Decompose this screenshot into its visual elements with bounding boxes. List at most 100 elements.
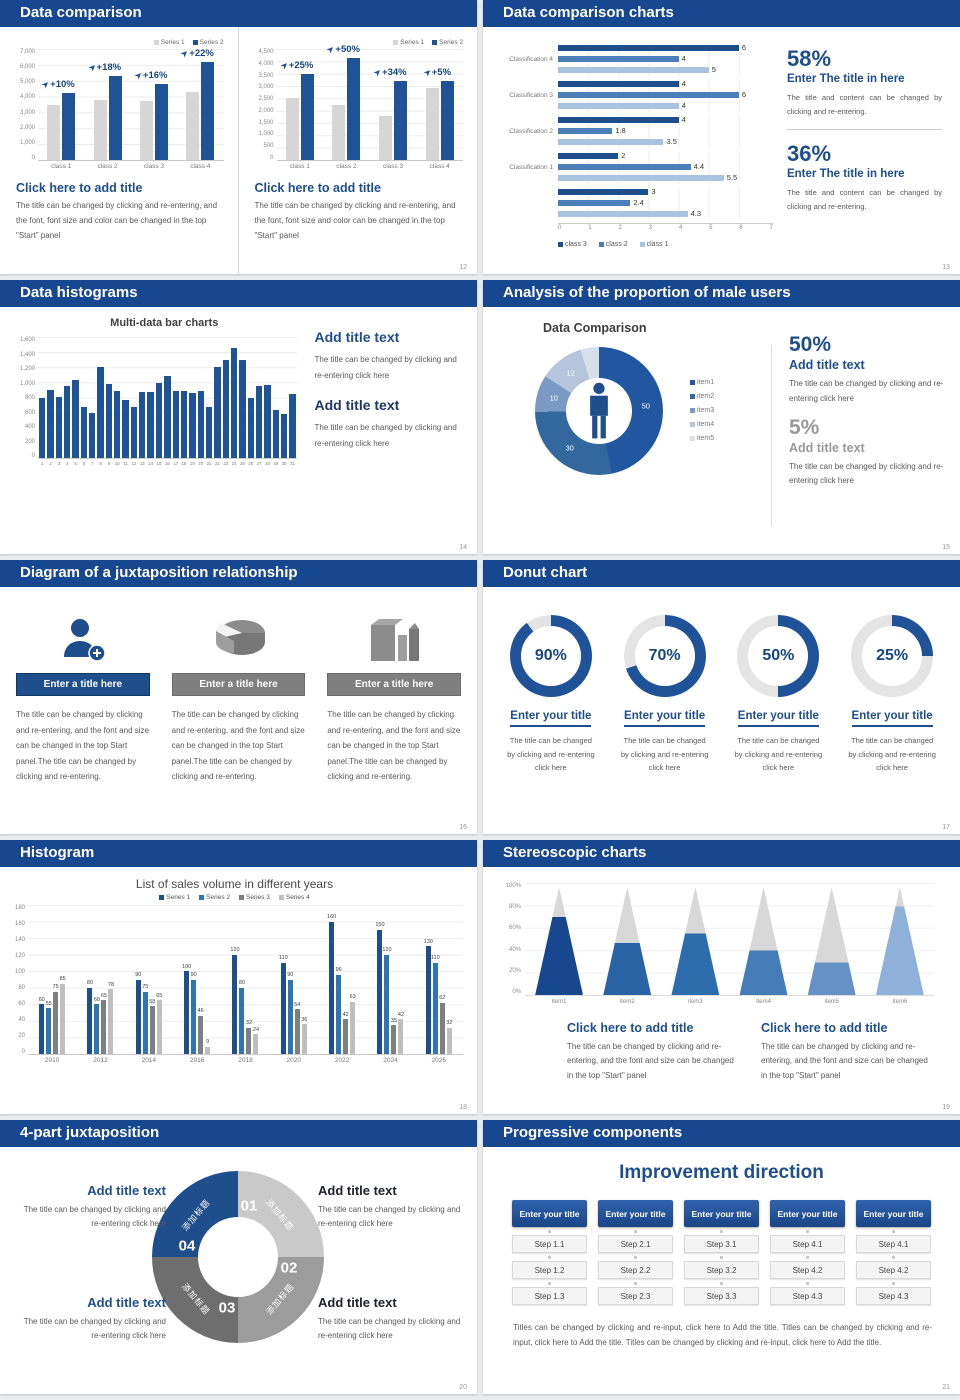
percent-label: ➤+10% <box>40 79 75 91</box>
column-header[interactable]: Enter your title <box>770 1200 845 1227</box>
title-bar[interactable]: Enter a title here <box>171 673 306 696</box>
add-title-body: The title can be changed by clicking and… <box>314 355 457 380</box>
y-tick: 0 <box>31 453 35 459</box>
bar-column: 75 <box>53 905 59 1054</box>
bar-row: 4 <box>558 54 769 63</box>
donut-item: 50% Enter your title The title can be chan… <box>727 615 831 775</box>
bar-row: 4 <box>558 115 769 124</box>
legend-swatch <box>690 394 695 399</box>
bar-column: 120 <box>230 905 240 1054</box>
column-header[interactable]: Enter your title <box>856 1200 931 1227</box>
bar-series1 <box>285 98 299 160</box>
title-bar[interactable]: Enter a title here <box>327 673 462 696</box>
legend-label: item1 <box>697 379 715 386</box>
bar-column: 58 <box>149 905 155 1054</box>
percent-label: ➤+50% <box>325 43 360 55</box>
progress-ring: 50% <box>737 615 820 697</box>
slide-20[interactable]: 4-part juxtaposition 01 添加标题 02 添加标题 03 添加标题 0… <box>0 1120 477 1394</box>
connector-dot <box>806 1230 809 1233</box>
x-tick: 29 <box>273 461 279 466</box>
step-box[interactable]: Step 4.1 <box>770 1235 845 1253</box>
slide-21[interactable]: Progressive components Improvement direc… <box>483 1120 960 1394</box>
slide-14[interactable]: Data histograms Multi-data bar charts 1,… <box>0 280 477 554</box>
bar-row: 4 <box>558 79 769 88</box>
bar-row: 3.5 <box>558 137 769 146</box>
ring-body: The title can be changed by clicking and… <box>620 736 709 772</box>
step-box[interactable]: Step 1.1 <box>512 1235 587 1253</box>
page-number: 17 <box>942 824 950 831</box>
add-title-body: The title can be changed by clicking and… <box>314 423 457 448</box>
slide-17[interactable]: Donut chart 90% Enter your title The title… <box>483 560 960 834</box>
y-tick: 100 <box>14 969 25 975</box>
y-tick: 1,500 <box>258 119 274 126</box>
connector-dot <box>892 1282 895 1285</box>
value-label: 75 <box>52 984 59 991</box>
bar-row: 5 <box>558 65 769 74</box>
step-box[interactable]: Step 4.3 <box>856 1287 931 1305</box>
x-tick: 4 <box>66 461 69 466</box>
bar-column: 150 <box>375 905 385 1054</box>
column-header[interactable]: Enter your title <box>684 1200 759 1227</box>
step-box[interactable]: Step 2.2 <box>598 1261 673 1279</box>
chart-title: Data Comparison <box>543 321 647 335</box>
column-header[interactable]: Enter your title <box>598 1200 673 1227</box>
step-box[interactable]: Step 3.3 <box>684 1287 759 1305</box>
bar <box>164 375 171 458</box>
woman-add-icon <box>63 619 106 662</box>
bar <box>139 392 146 458</box>
x-tick: 27 <box>256 461 262 466</box>
bar <box>230 348 238 458</box>
value-label: 75 <box>142 984 149 991</box>
slide-18[interactable]: Histogram List of sales volume in differ… <box>0 840 477 1114</box>
bar <box>60 983 66 1054</box>
donut-item: 25% Enter your title The title can be chan… <box>840 615 944 775</box>
slide-13[interactable]: Data comparison charts Classification 4 6… <box>483 0 960 274</box>
step-box[interactable]: Step 4.1 <box>856 1235 931 1253</box>
y-tick: 1,200 <box>19 366 35 372</box>
step-box[interactable]: Step 2.3 <box>598 1287 673 1305</box>
slide-19[interactable]: Stereoscopic charts 100% 80% 60% 40% 20% 0% i… <box>483 840 960 1114</box>
step-box[interactable]: Step 3.2 <box>684 1261 759 1279</box>
slide-16[interactable]: Diagram of a juxtaposition relationship … <box>0 560 477 834</box>
bar <box>232 954 238 1054</box>
step-box[interactable]: Step 2.1 <box>598 1235 673 1253</box>
step-box[interactable]: Step 4.2 <box>770 1261 845 1279</box>
divider <box>771 345 772 526</box>
bar <box>180 391 188 458</box>
slide-12[interactable]: Data comparison Series 1 Series 2 7,000 6,0… <box>0 0 477 274</box>
bar-column: 60 <box>39 905 45 1054</box>
title-bar[interactable]: Enter a title here <box>16 673 150 696</box>
value-label: 63 <box>349 994 356 1001</box>
y-tick: 1,600 <box>19 337 35 343</box>
chart-legend: item1 item2 item3 item4 item5 <box>690 379 714 449</box>
stat-body: The title and content can be changed by … <box>786 93 942 116</box>
x-tick: item3 <box>688 999 703 1005</box>
connector-dot <box>806 1282 809 1285</box>
bar <box>255 386 263 458</box>
bar <box>142 991 148 1054</box>
column-header[interactable]: Enter your title <box>512 1200 587 1227</box>
slide-content: Multi-data bar charts 1,600 1,400 1,200 1,0… <box>0 307 477 554</box>
bar <box>189 392 196 458</box>
legend-label: item5 <box>697 435 715 442</box>
bar-group: ➤+34% <box>370 49 417 160</box>
ring-body: The title can be changed by clicking and… <box>507 736 595 772</box>
value-label: 42 <box>342 1011 349 1018</box>
y-tick: 2,000 <box>19 124 35 131</box>
bar-column: 160 <box>327 905 336 1054</box>
step-box[interactable]: Step 1.2 <box>512 1261 587 1279</box>
step-box[interactable]: Step 3.1 <box>684 1235 759 1253</box>
step-box[interactable]: Step 1.3 <box>512 1287 587 1305</box>
step-box[interactable]: Step 4.3 <box>770 1287 845 1305</box>
slide-title: Data comparison charts <box>503 4 674 21</box>
step-box[interactable]: Step 4.2 <box>856 1261 931 1279</box>
x-tick: 20 <box>198 461 204 466</box>
x-tick: 7 <box>769 225 773 231</box>
slide-15[interactable]: Analysis of the proportion of male users… <box>483 280 960 554</box>
value-label: 120 <box>230 947 240 954</box>
value-label: 65 <box>156 992 163 999</box>
juxtaposition-column: Enter a title here The title can be chan… <box>327 607 462 834</box>
x-tick: 19 <box>190 461 195 466</box>
bar-row: 4.3 <box>558 209 769 218</box>
value-label: 55 <box>45 1000 52 1007</box>
